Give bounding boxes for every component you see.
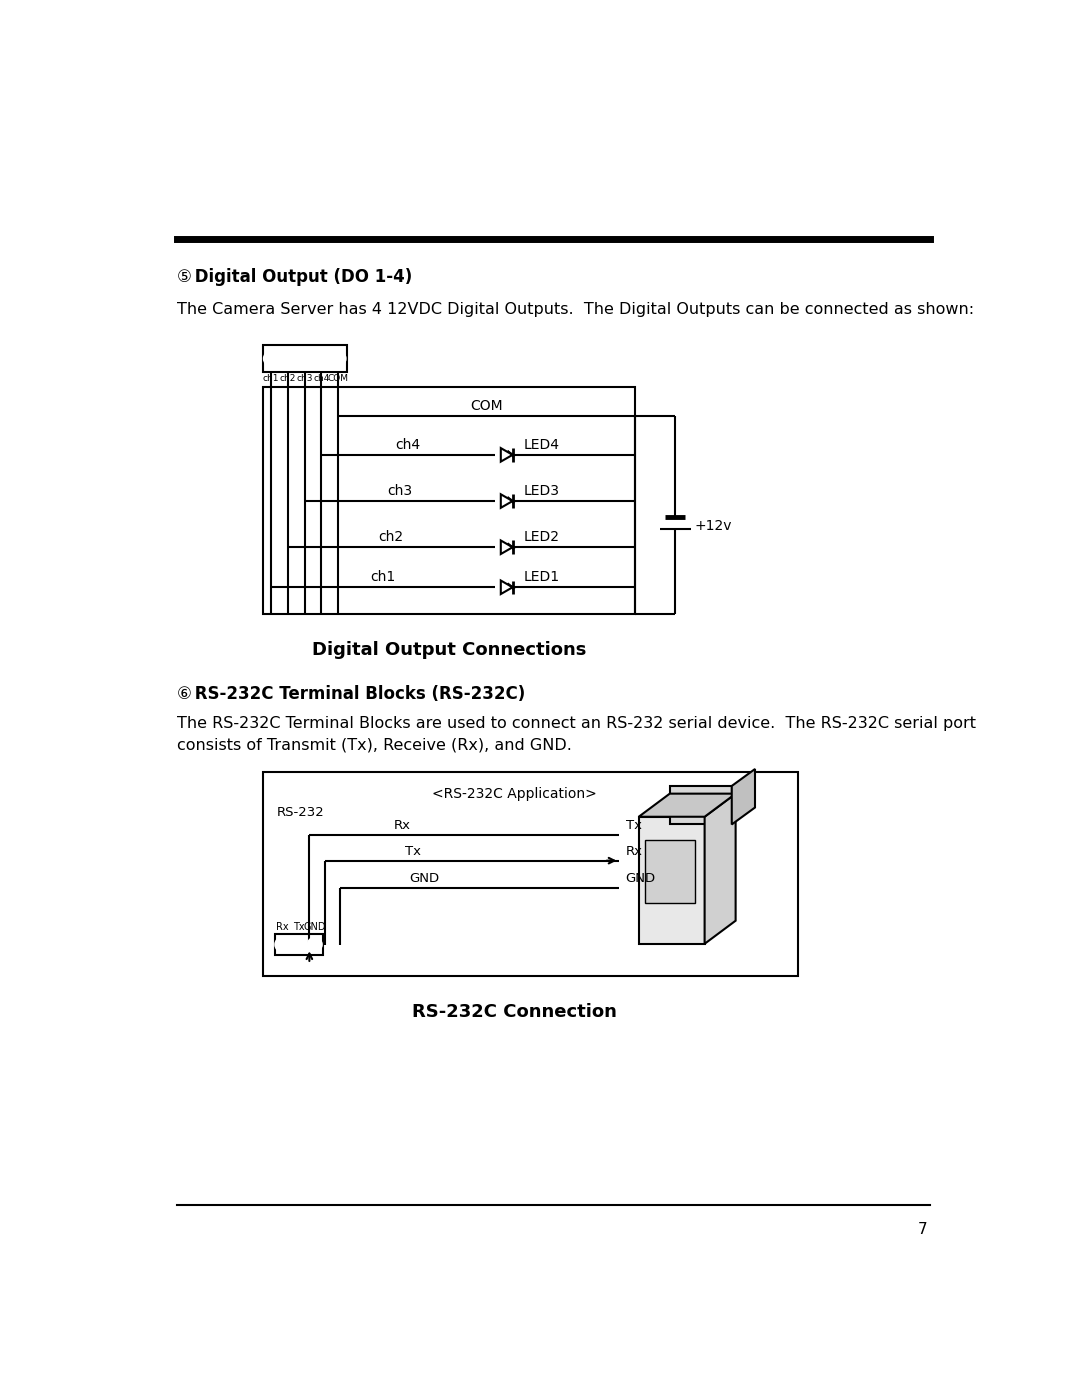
Text: Rx: Rx: [394, 819, 410, 833]
Polygon shape: [501, 495, 513, 509]
Text: ch3: ch3: [387, 483, 413, 497]
Circle shape: [297, 351, 312, 366]
Text: ch4: ch4: [395, 437, 420, 451]
Polygon shape: [704, 793, 735, 944]
Polygon shape: [501, 581, 513, 594]
Circle shape: [264, 351, 279, 366]
Text: 7: 7: [917, 1222, 927, 1236]
Text: RS-232: RS-232: [276, 806, 325, 819]
Circle shape: [292, 937, 306, 951]
Text: ch2: ch2: [280, 374, 296, 383]
Text: The RS-232C Terminal Blocks are used to connect an RS-232 serial device.  The RS: The RS-232C Terminal Blocks are used to …: [177, 715, 976, 731]
Circle shape: [318, 355, 326, 363]
Bar: [262, 387, 635, 615]
Text: Digital Output Connections: Digital Output Connections: [312, 641, 586, 659]
Text: LED3: LED3: [524, 483, 561, 497]
Text: The Camera Server has 4 12VDC Digital Outputs.  The Digital Outputs can be conne: The Camera Server has 4 12VDC Digital Ou…: [177, 302, 974, 317]
Text: ⑤: ⑤: [177, 268, 192, 286]
Text: Rx: Rx: [625, 845, 643, 858]
Text: LED4: LED4: [524, 437, 561, 451]
Text: <RS-232C Application>: <RS-232C Application>: [432, 788, 597, 802]
Circle shape: [311, 942, 319, 949]
Circle shape: [330, 351, 346, 366]
Text: consists of Transmit (Tx), Receive (Rx), and GND.: consists of Transmit (Tx), Receive (Rx),…: [177, 738, 571, 753]
Text: GND: GND: [409, 872, 440, 884]
Circle shape: [275, 937, 289, 951]
Polygon shape: [732, 768, 755, 824]
Circle shape: [279, 942, 286, 949]
Circle shape: [281, 351, 295, 366]
Text: ch2: ch2: [379, 531, 404, 545]
Text: Rx: Rx: [275, 922, 288, 932]
Text: RS-232C Connection: RS-232C Connection: [413, 1003, 617, 1021]
Circle shape: [314, 351, 328, 366]
Text: ⑥: ⑥: [177, 685, 192, 703]
Bar: [670, 787, 732, 824]
Text: LED1: LED1: [524, 570, 561, 584]
Text: +12v: +12v: [694, 518, 732, 532]
Polygon shape: [501, 541, 513, 555]
Bar: [638, 817, 704, 944]
Text: Digital Output (DO 1-4): Digital Output (DO 1-4): [189, 268, 413, 286]
Circle shape: [267, 355, 275, 363]
Text: COM: COM: [470, 400, 503, 414]
Text: ch1: ch1: [370, 570, 395, 584]
Text: ch3: ch3: [297, 374, 313, 383]
Text: Tx: Tx: [293, 922, 305, 932]
Polygon shape: [638, 793, 735, 817]
Text: Tx: Tx: [405, 845, 421, 858]
Text: LED2: LED2: [524, 531, 561, 545]
Bar: [645, 840, 696, 902]
Bar: [262, 773, 798, 977]
Bar: [262, 345, 347, 373]
Circle shape: [334, 355, 342, 363]
Circle shape: [300, 355, 309, 363]
Text: Tx: Tx: [625, 819, 642, 833]
Text: ch1: ch1: [264, 374, 280, 383]
Circle shape: [295, 942, 302, 949]
Circle shape: [308, 937, 322, 951]
Text: ch4: ch4: [313, 374, 329, 383]
Text: GND: GND: [625, 872, 656, 884]
Polygon shape: [501, 448, 513, 461]
Bar: [274, 933, 323, 956]
Text: GND: GND: [303, 922, 326, 932]
Text: COM: COM: [327, 374, 349, 383]
Circle shape: [284, 355, 293, 363]
Text: RS-232C Terminal Blocks (RS-232C): RS-232C Terminal Blocks (RS-232C): [189, 685, 526, 703]
